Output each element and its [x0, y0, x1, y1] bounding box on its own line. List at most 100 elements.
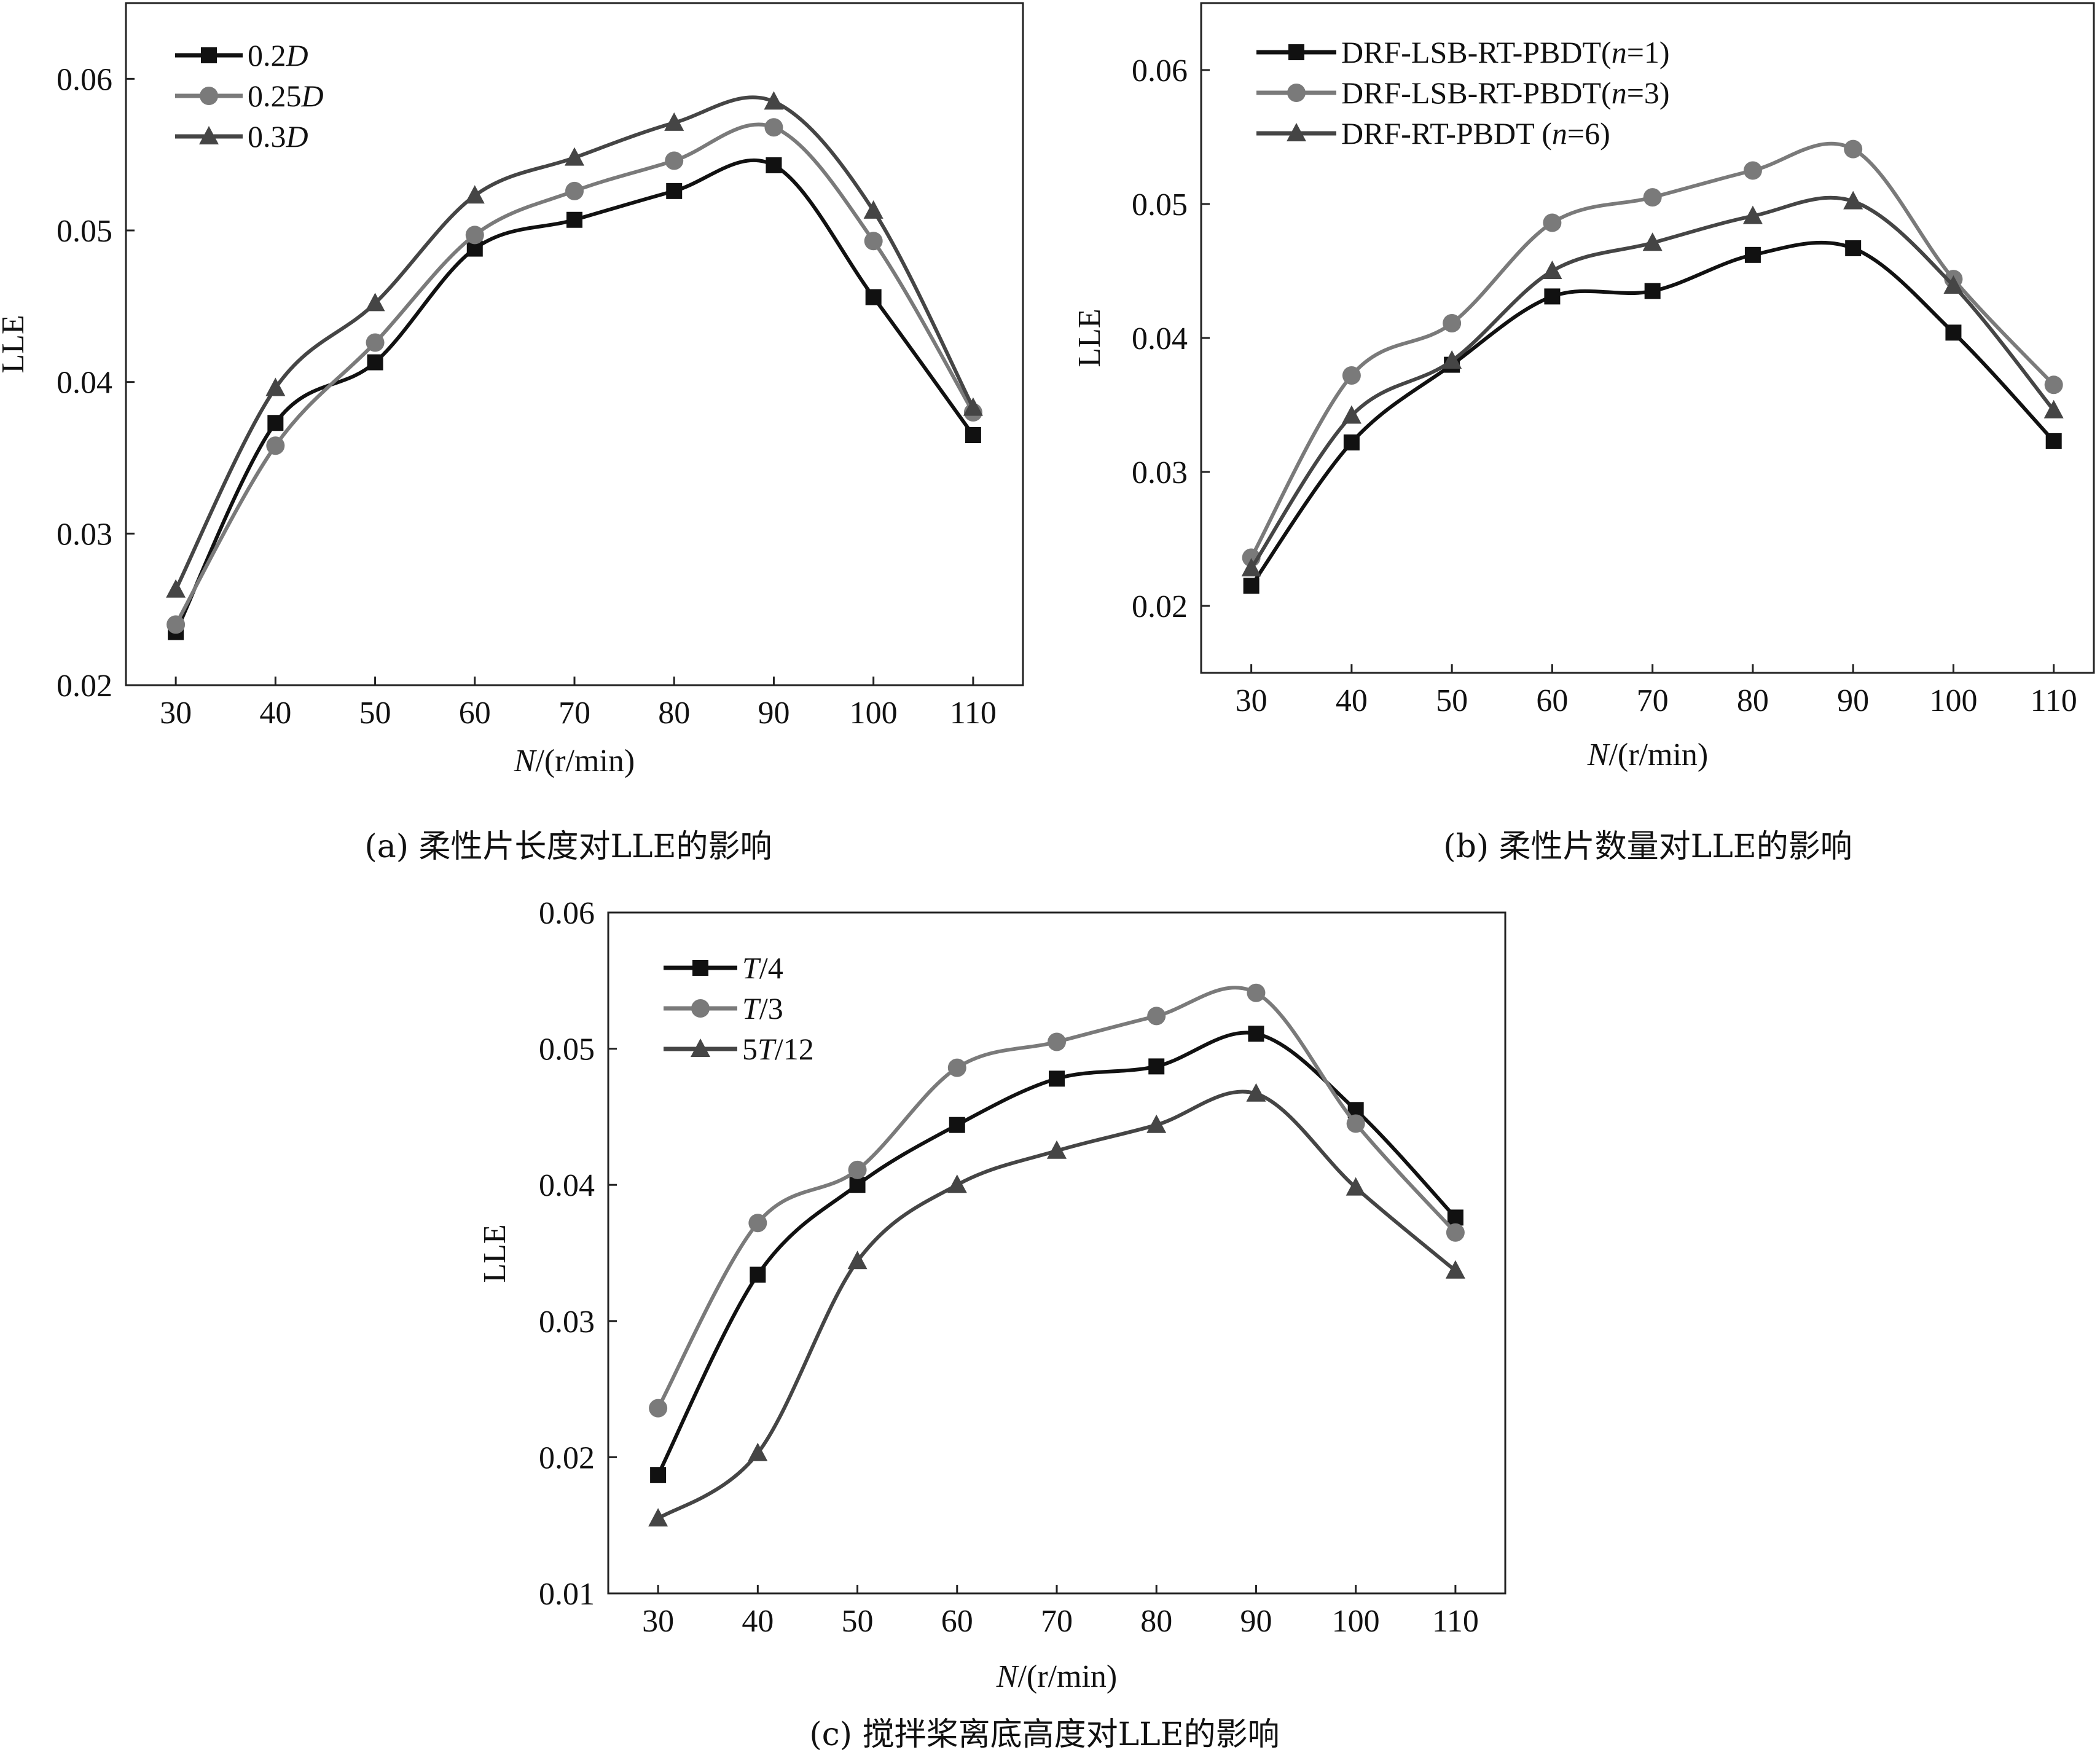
- data-point: [166, 579, 186, 598]
- legend-marker: [691, 999, 710, 1018]
- series-line: [657, 1090, 1457, 1520]
- x-tick-label: 90: [1837, 683, 1869, 718]
- legend-marker: [201, 47, 217, 63]
- data-point: [1343, 434, 1360, 451]
- legend-label: DRF-RT-PBDT (n=6): [1341, 116, 1610, 151]
- data-point: [1049, 1070, 1065, 1087]
- data-point: [864, 232, 883, 251]
- data-point: [565, 147, 584, 166]
- x-tick-label: 40: [1336, 683, 1368, 718]
- data-point: [748, 1442, 768, 1461]
- legend-marker: [1287, 123, 1306, 141]
- legend-marker: [691, 1039, 710, 1057]
- data-point: [666, 183, 683, 199]
- data-point: [764, 91, 784, 110]
- data-point: [949, 1117, 965, 1133]
- series-line: [174, 158, 975, 633]
- data-point: [167, 615, 186, 634]
- legend-label: 0.25D: [248, 79, 324, 113]
- data-point: [1543, 213, 1562, 232]
- series-3: [1241, 190, 2064, 576]
- series-2: [167, 118, 982, 634]
- legend-marker: [692, 960, 708, 976]
- data-point: [267, 415, 284, 431]
- data-point: [1642, 232, 1663, 251]
- y-tick-label: 0.01: [539, 1577, 595, 1612]
- legend-label: DRF-LSB-RT-PBDT(n=1): [1341, 35, 1670, 69]
- data-point: [1246, 1083, 1266, 1102]
- x-tick-label: 30: [642, 1604, 674, 1639]
- series-1: [650, 1026, 1463, 1483]
- data-point: [849, 1177, 866, 1193]
- y-tick-label: 0.06: [1132, 53, 1188, 88]
- chart-panel-c: 30 40 50 60 70 80 90 100 110 0.01 0.02 0.03 0.04 0.05…: [477, 896, 1506, 1753]
- x-tick-label: 80: [658, 696, 690, 731]
- data-point: [1342, 366, 1361, 385]
- data-point: [863, 200, 883, 219]
- data-point: [766, 157, 782, 173]
- data-point: [847, 1251, 868, 1270]
- legend-item: DRF-LSB-RT-PBDT(n=1): [1256, 35, 1670, 69]
- y-axis-label: LLE: [0, 315, 31, 373]
- data-point: [1945, 324, 1962, 341]
- y-tick-label: 0.02: [1132, 589, 1188, 624]
- x-tick-label: 110: [1432, 1604, 1479, 1639]
- x-tick-label: 80: [1140, 1604, 1172, 1639]
- y-tick-label: 0.04: [57, 366, 112, 401]
- data-point: [365, 293, 385, 312]
- data-point: [665, 151, 684, 170]
- x-tick-label: 110: [950, 696, 997, 731]
- data-point: [1845, 240, 1862, 256]
- x-tick-label: 100: [850, 696, 898, 731]
- x-tick-label: 100: [1929, 683, 1977, 718]
- data-point: [1743, 161, 1762, 180]
- legend-item: 0.2D: [175, 38, 308, 73]
- legend: 0.2D 0.25D 0.3D: [175, 38, 324, 154]
- legend-label: 5T/12: [742, 1032, 814, 1066]
- data-point: [1442, 350, 1462, 369]
- x-tick-label: 40: [259, 696, 291, 731]
- data-point: [464, 185, 485, 204]
- data-point: [1341, 405, 1361, 424]
- data-point: [1843, 190, 1863, 210]
- y-tick-label: 0.05: [57, 214, 112, 249]
- y-tick-label: 0.03: [57, 517, 112, 552]
- data-point: [649, 1399, 668, 1418]
- legend-label: 0.2D: [248, 38, 308, 73]
- y-tick-label: 0.05: [539, 1032, 595, 1067]
- x-tick-label: 50: [842, 1604, 874, 1639]
- legend-marker: [200, 87, 218, 105]
- legend-item: T/4: [664, 951, 783, 985]
- data-point: [1742, 205, 1763, 224]
- legend-item: 0.3D: [175, 119, 308, 154]
- panel-caption: (b) 柔性片数量对LLE的影响: [1443, 828, 1852, 865]
- data-point: [1544, 288, 1561, 305]
- x-tick-label: 30: [1236, 683, 1267, 718]
- y-tick-label: 0.02: [57, 669, 112, 704]
- data-point: [1644, 283, 1661, 299]
- x-tick-label: 90: [1240, 1604, 1272, 1639]
- x-tick-label: 60: [941, 1604, 973, 1639]
- y-tick-label: 0.05: [1132, 187, 1188, 222]
- chart-panel-b: 30 40 50 60 70 80 90 100 110 0.02 0.03 0.04 0.05 0.06…: [1072, 2, 2095, 865]
- data-point: [1542, 261, 1562, 279]
- data-point: [1445, 1260, 1465, 1279]
- data-point: [1643, 188, 1662, 207]
- data-point: [1048, 1032, 1066, 1051]
- data-point: [2044, 375, 2063, 395]
- x-tick-label: 70: [1637, 683, 1669, 718]
- y-axis-label: LLE: [1072, 308, 1107, 367]
- data-point: [265, 377, 286, 396]
- series-3: [648, 1083, 1465, 1527]
- data-point: [1247, 983, 1266, 1002]
- data-point: [1744, 246, 1761, 263]
- data-point: [1346, 1114, 1365, 1133]
- legend-label: DRF-LSB-RT-PBDT(n=3): [1341, 76, 1670, 110]
- data-point: [1241, 557, 1261, 576]
- data-point: [1443, 314, 1462, 333]
- data-point: [1446, 1223, 1465, 1242]
- data-point: [566, 211, 582, 228]
- y-tick-label: 0.04: [1132, 321, 1188, 356]
- data-point: [1844, 139, 1863, 159]
- data-point: [2045, 433, 2062, 449]
